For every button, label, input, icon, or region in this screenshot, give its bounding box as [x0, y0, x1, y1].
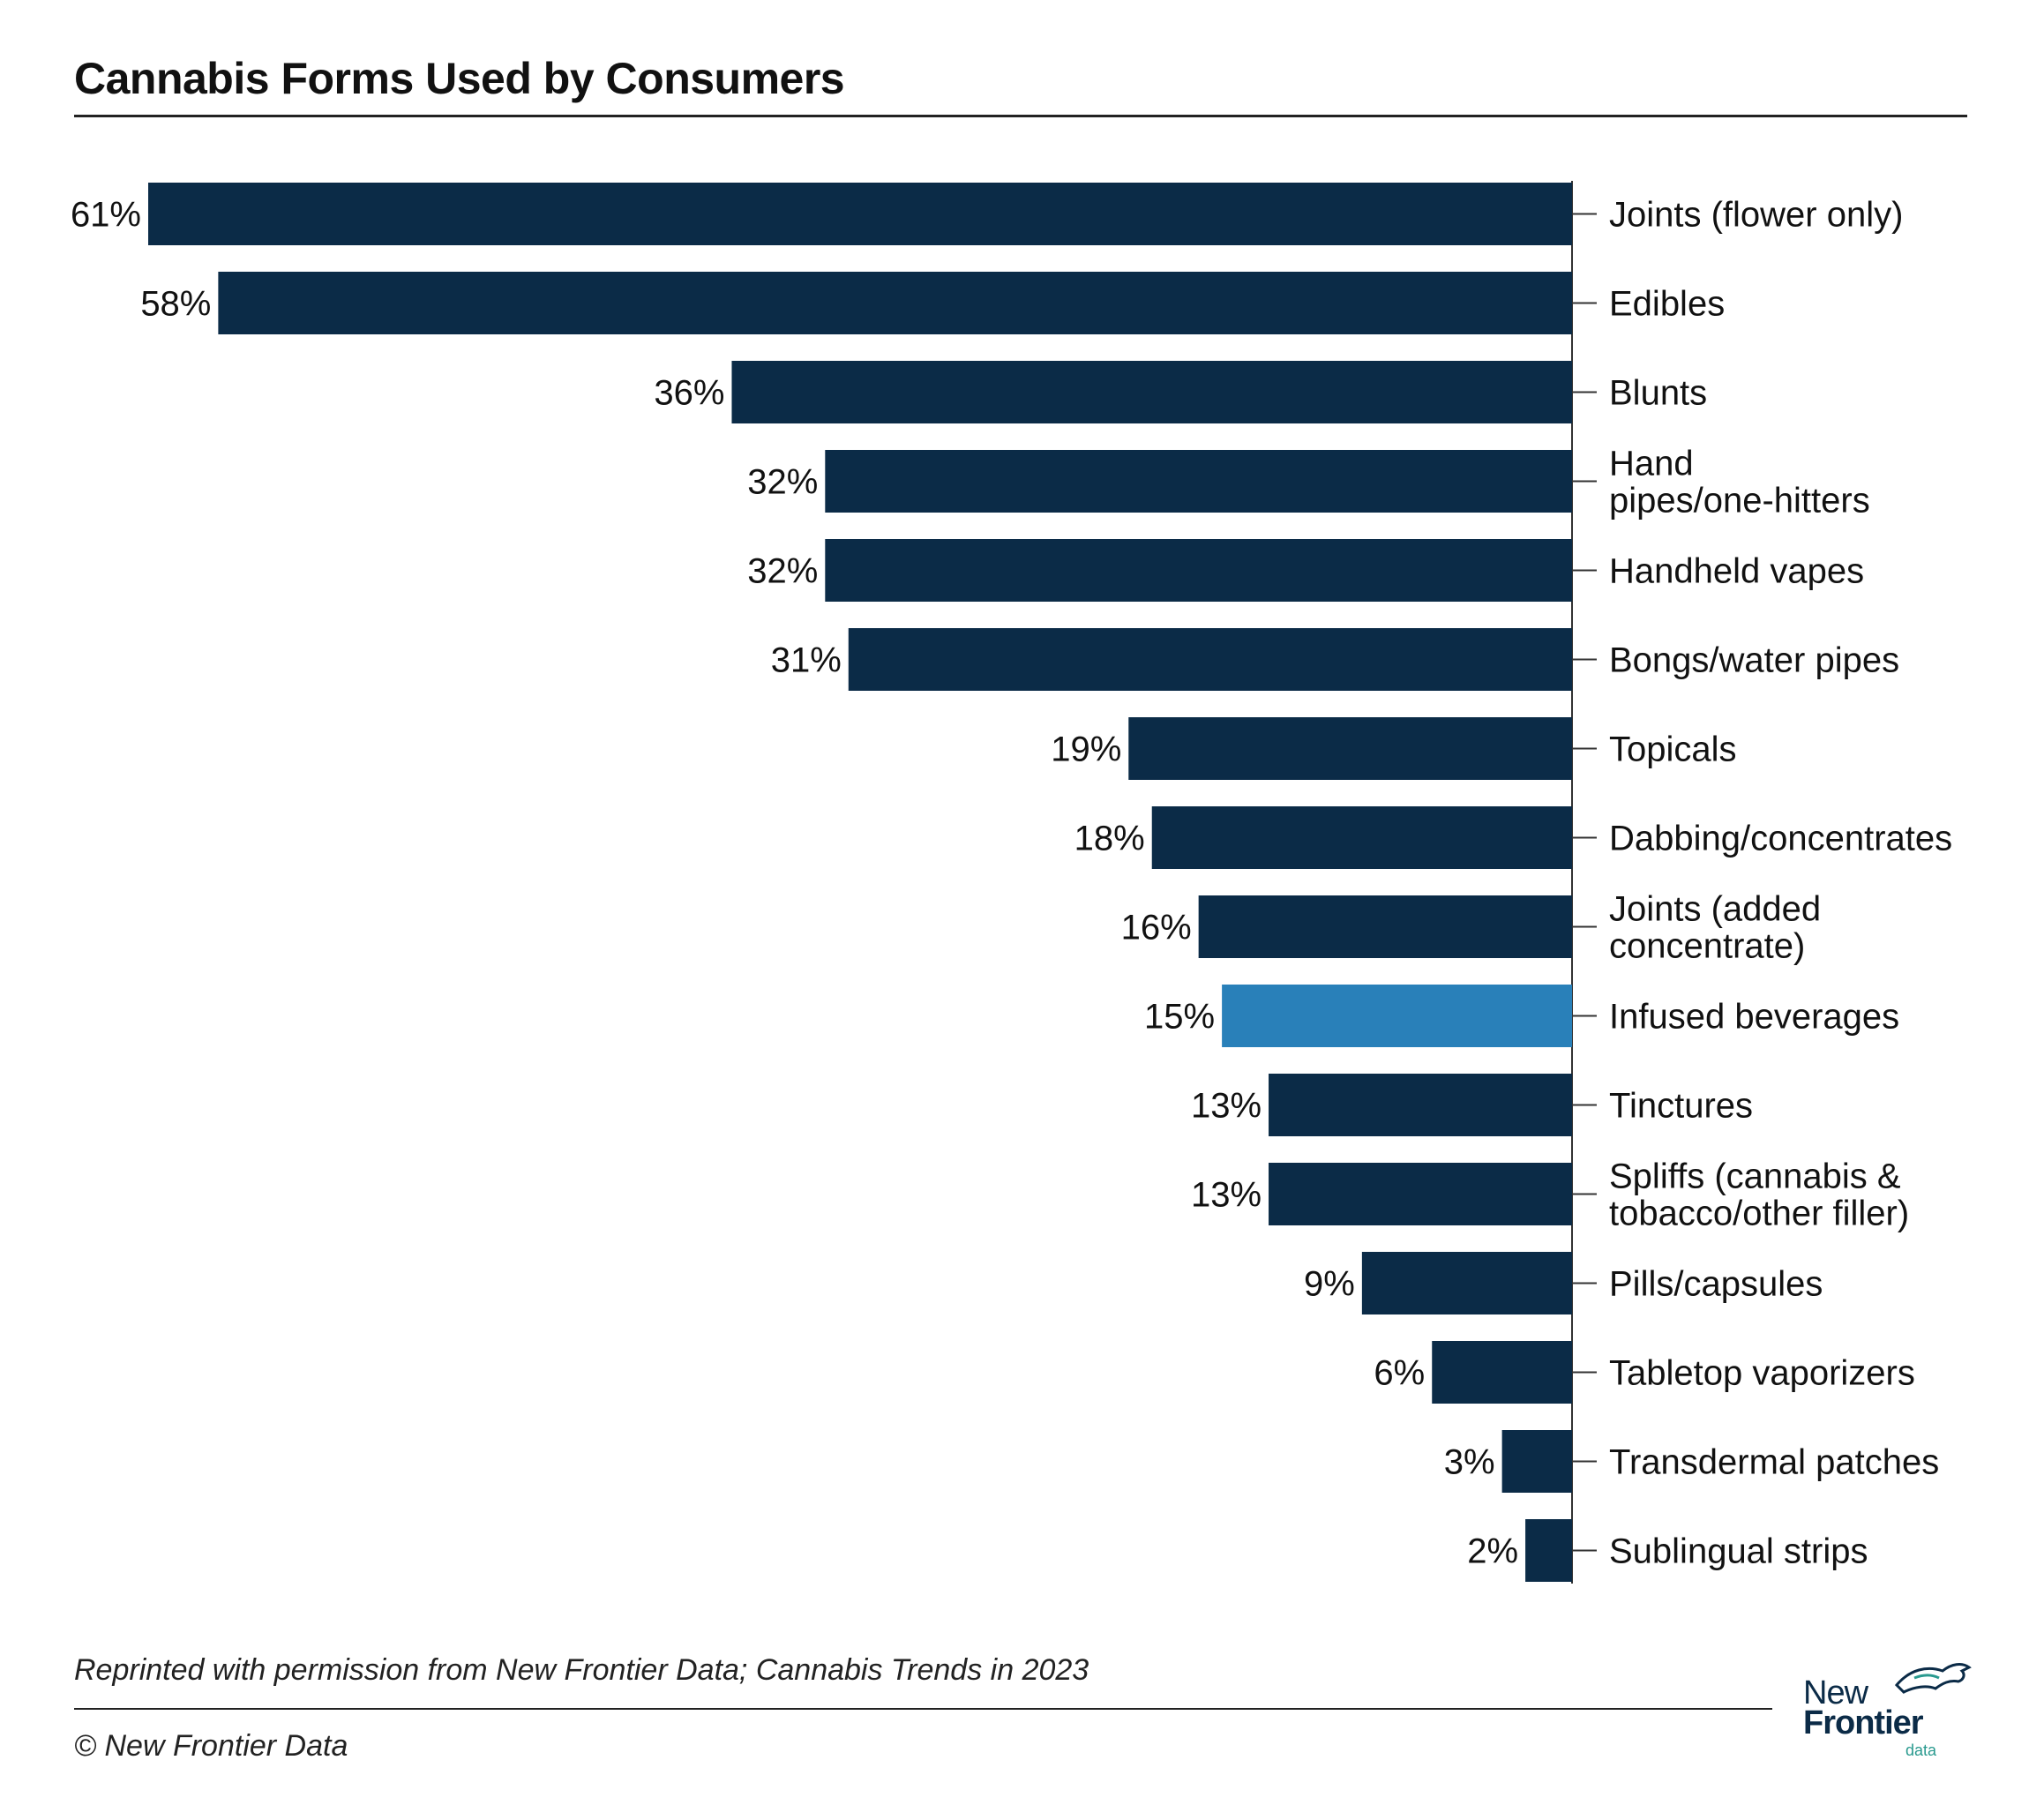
category-label: Hand pipes/one-hitters: [1609, 445, 1870, 521]
bar: [731, 361, 1572, 423]
bar: [1501, 1430, 1572, 1493]
bar: [1151, 806, 1572, 869]
category-label: Sublingual strips: [1609, 1532, 1868, 1571]
bar-value-label: 61%: [71, 196, 141, 235]
bar-value-label: 32%: [747, 463, 818, 502]
bar: [1222, 985, 1572, 1047]
category-label: Tinctures: [1609, 1087, 1753, 1126]
category-label: Transdermal patches: [1609, 1443, 1939, 1482]
bar: [825, 539, 1572, 602]
bar: [1432, 1341, 1572, 1404]
bar-value-label: 31%: [771, 641, 842, 680]
source-note: Reprinted with permission from New Front…: [74, 1653, 1089, 1687]
logo-text-new: New: [1803, 1674, 1868, 1711]
bar-value-label: 32%: [747, 552, 818, 591]
new-frontier-logo: New Frontier data: [1800, 1659, 1976, 1759]
bar: [218, 272, 1572, 334]
bar-value-label: 3%: [1444, 1443, 1495, 1482]
horse-icon: [1894, 1663, 1972, 1694]
category-label: Joints (flower only): [1609, 196, 1903, 235]
category-label: Infused beverages: [1609, 998, 1899, 1037]
bar-value-label: 18%: [1074, 820, 1145, 858]
bar: [825, 450, 1572, 513]
category-label: Blunts: [1609, 374, 1707, 413]
category-label: Joints (added concentrate): [1609, 890, 1821, 966]
bar-value-label: 6%: [1374, 1354, 1425, 1393]
footer-divider: [74, 1708, 1772, 1710]
category-label: Topicals: [1609, 730, 1737, 769]
bar: [148, 183, 1572, 245]
bar-value-label: 19%: [1051, 730, 1121, 769]
copyright-note: © New Frontier Data: [74, 1729, 348, 1763]
bar-value-label: 16%: [1121, 909, 1192, 947]
category-label: Tabletop vaporizers: [1609, 1354, 1915, 1393]
bar: [1128, 717, 1572, 780]
chart-title: Cannabis Forms Used by Consumers: [74, 54, 845, 103]
bar-value-label: 9%: [1304, 1265, 1355, 1304]
category-label: Dabbing/concentrates: [1609, 820, 1952, 858]
bar: [1269, 1163, 1572, 1225]
title-divider: [74, 115, 1967, 117]
bar: [848, 628, 1572, 691]
bar: [1361, 1252, 1572, 1314]
logo-text-frontier: Frontier: [1803, 1704, 1924, 1741]
bar-chart: 61% Joints (flower only) 58% Edibles 36% Blun…: [71, 181, 1952, 1584]
bar: [1525, 1519, 1572, 1582]
category-label: Pills/capsules: [1609, 1265, 1823, 1304]
category-label: Spliffs (cannabis & tobacco/other filler): [1609, 1157, 1909, 1233]
bar-value-label: 15%: [1144, 998, 1215, 1037]
bar-value-label: 13%: [1191, 1087, 1262, 1126]
bar: [1269, 1074, 1572, 1136]
bar-value-label: 13%: [1191, 1176, 1262, 1215]
category-label: Handheld vapes: [1609, 552, 1864, 591]
bar-value-label: 36%: [654, 374, 724, 413]
category-label: Bongs/water pipes: [1609, 641, 1899, 680]
logo-text-data: data: [1905, 1741, 1937, 1759]
bar: [1198, 895, 1572, 958]
bar-value-label: 2%: [1467, 1532, 1518, 1571]
category-label: Edibles: [1609, 285, 1725, 324]
bar-value-label: 58%: [140, 285, 211, 324]
